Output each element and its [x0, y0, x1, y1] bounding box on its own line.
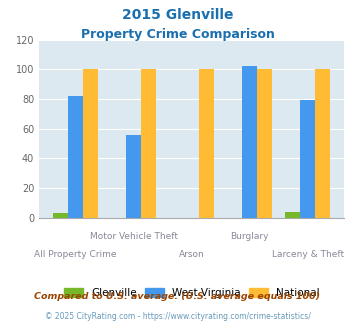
Bar: [68, 96, 83, 218]
Text: © 2025 CityRating.com - https://www.cityrating.com/crime-statistics/: © 2025 CityRating.com - https://www.city…: [45, 312, 310, 321]
Legend: Glenville, West Virginia, National: Glenville, West Virginia, National: [64, 288, 320, 298]
Bar: [315, 69, 331, 218]
Bar: [300, 100, 315, 218]
Bar: [126, 135, 141, 218]
Bar: [141, 69, 156, 218]
Bar: [242, 66, 257, 218]
Text: Property Crime Comparison: Property Crime Comparison: [81, 28, 274, 41]
Bar: [285, 212, 300, 218]
Text: Arson: Arson: [179, 250, 204, 259]
Text: Burglary: Burglary: [230, 232, 269, 241]
Text: Compared to U.S. average. (U.S. average equals 100): Compared to U.S. average. (U.S. average …: [34, 292, 321, 301]
Text: Larceny & Theft: Larceny & Theft: [272, 250, 344, 259]
Bar: [83, 69, 98, 218]
Bar: [53, 214, 68, 218]
Bar: [199, 69, 214, 218]
Text: Motor Vehicle Theft: Motor Vehicle Theft: [89, 232, 178, 241]
Text: All Property Crime: All Property Crime: [34, 250, 117, 259]
Bar: [257, 69, 272, 218]
Text: 2015 Glenville: 2015 Glenville: [122, 8, 233, 22]
